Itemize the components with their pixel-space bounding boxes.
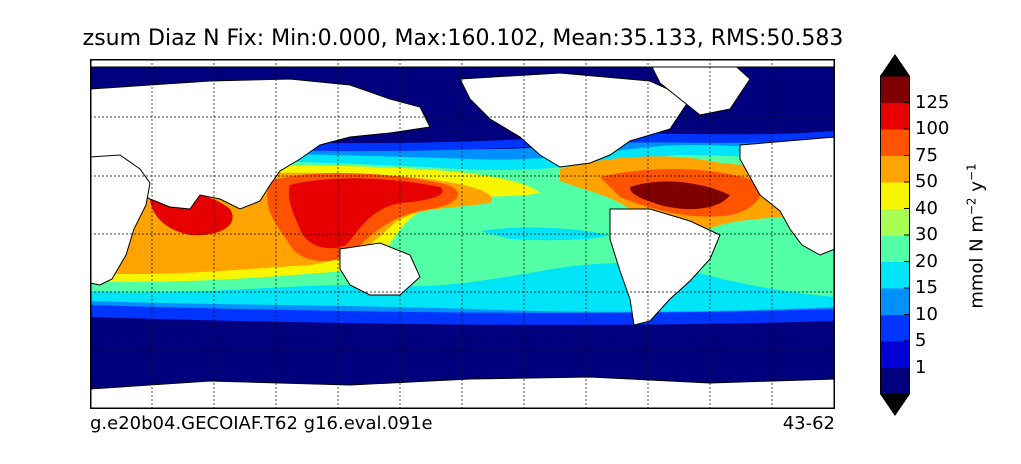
colorbar-tick-label: 100 bbox=[915, 118, 950, 139]
colorbar-swatch bbox=[880, 76, 910, 103]
colorbar-tick-label: 20 bbox=[915, 250, 938, 272]
colorbar-swatch bbox=[880, 155, 910, 183]
field-level-125-pacific bbox=[288, 178, 443, 249]
colorbar-swatch bbox=[880, 341, 910, 368]
map-title: zsum Diaz N Fix: Min:0.000, Max:160.102,… bbox=[82, 26, 844, 51]
colorbar-tick-label: 5 bbox=[915, 330, 927, 351]
colorbar-swatch bbox=[880, 261, 910, 289]
graticule bbox=[90, 59, 835, 409]
colorbar-swatch bbox=[880, 314, 910, 342]
world-map bbox=[90, 59, 835, 409]
land-africa bbox=[90, 154, 151, 286]
colorbar-tick-label: 1 bbox=[915, 356, 927, 378]
colorbar-tick-label: 30 bbox=[915, 224, 938, 245]
land-americas-north bbox=[459, 72, 691, 168]
colorbar-tick-label: 15 bbox=[915, 277, 938, 298]
colorbar-tick-label: 75 bbox=[915, 144, 938, 166]
colorbar-extend-min bbox=[880, 394, 910, 416]
colorbar-tick-label: 10 bbox=[915, 303, 938, 325]
field-equatorial-tongue bbox=[480, 227, 610, 241]
case-name-label: g.e20b04.GECOIAF.T62 g16.eval.091e bbox=[90, 413, 433, 434]
colorbar-swatch bbox=[880, 208, 910, 236]
colorbar-swatch bbox=[880, 367, 910, 395]
colorbar-tick-label: 50 bbox=[915, 171, 938, 192]
colorbar-swatch bbox=[880, 129, 910, 156]
colorbar-swatch bbox=[880, 182, 910, 209]
colorbar bbox=[880, 54, 910, 416]
colorbar-extend-max bbox=[880, 54, 910, 76]
colorbar-tick-label: 125 bbox=[915, 91, 950, 113]
years-label: 43-62 bbox=[782, 413, 835, 434]
colorbar-tick-label: 40 bbox=[915, 197, 938, 219]
colorbar-unit-label: mmol N m−2 y−1 bbox=[964, 163, 988, 309]
map-border bbox=[90, 59, 835, 409]
colorbar-swatch bbox=[880, 102, 910, 130]
land-americas-south bbox=[609, 208, 721, 326]
land-europe-africa-east bbox=[739, 136, 835, 256]
colorbar-swatch bbox=[880, 235, 910, 262]
field-level-max-atlantic bbox=[630, 181, 730, 210]
colorbar-swatch bbox=[880, 288, 910, 315]
